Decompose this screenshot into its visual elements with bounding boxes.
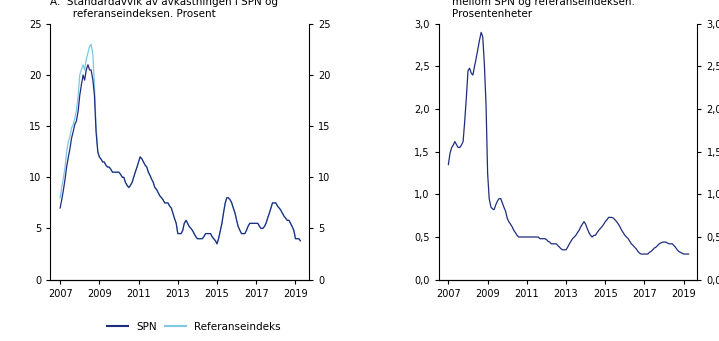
Text: A.  Standardavvik av avkastningen i SPN og
       referanseindeksen. Prosent: A. Standardavvik av avkastningen i SPN o… xyxy=(50,0,278,19)
Legend: SPN, Referanseindeks: SPN, Referanseindeks xyxy=(103,317,285,336)
Text: B. Standardavvik av differanseavkastningen
    mellom SPN og referanseindeksen.
: B. Standardavvik av differanseavkastning… xyxy=(439,0,670,19)
